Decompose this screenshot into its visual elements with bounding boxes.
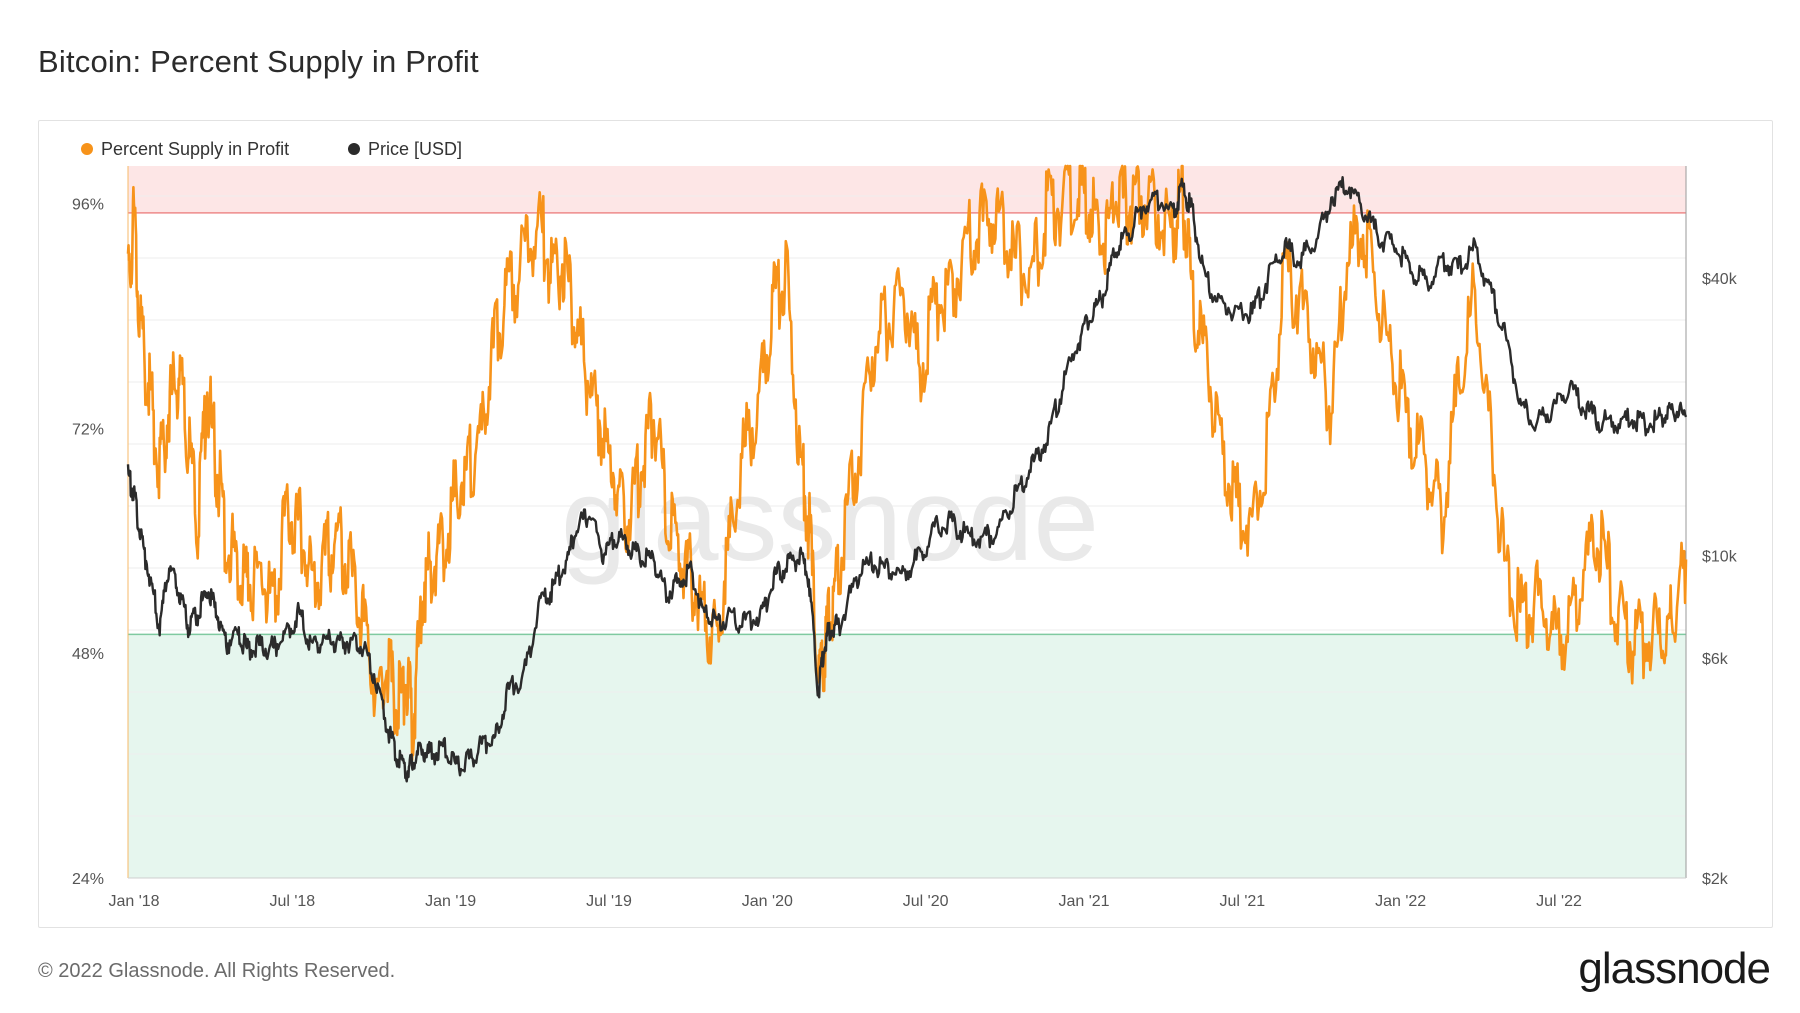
- legend-price-label[interactable]: Price [USD]: [368, 139, 462, 159]
- price-series-line: [126, 176, 1688, 783]
- x-tick-label: Jul '20: [903, 893, 949, 910]
- y-left-tick-label: 24%: [72, 871, 104, 888]
- series-lines: [126, 164, 1688, 783]
- legend: Percent Supply in Profit Price [USD]: [81, 139, 462, 159]
- y-left-tick-label: 96%: [72, 196, 104, 213]
- y-right-tick-label: $6k: [1702, 651, 1729, 668]
- lower-band: [128, 634, 1686, 878]
- x-tick-label: Jul '21: [1219, 893, 1265, 910]
- x-tick-label: Jan '19: [425, 893, 476, 910]
- legend-profit-label[interactable]: Percent Supply in Profit: [101, 139, 289, 159]
- x-tick-label: Jan '20: [742, 893, 793, 910]
- y-right-tick-label: $40k: [1702, 271, 1738, 288]
- x-tick-label: Jan '18: [108, 893, 159, 910]
- threshold-bands: [128, 166, 1686, 878]
- watermark: glassnode: [561, 454, 1099, 586]
- profit-series-line: [126, 164, 1688, 762]
- legend-profit-marker: [81, 143, 93, 155]
- upper-band: [128, 166, 1686, 213]
- y-right-tick-label: $2k: [1702, 871, 1729, 888]
- y-left-tick-label: 48%: [72, 646, 104, 663]
- x-tick-label: Jan '22: [1375, 893, 1426, 910]
- y-right-tick-label: $10k: [1702, 549, 1738, 566]
- x-tick-label: Jul '22: [1536, 893, 1582, 910]
- x-tick-label: Jan '21: [1058, 893, 1109, 910]
- grid-lines: [128, 195, 1686, 817]
- x-tick-label: Jul '19: [586, 893, 632, 910]
- legend-price-marker: [348, 143, 360, 155]
- x-tick-label: Jul '18: [269, 893, 315, 910]
- axes: Jan '18 Jul '18 Jan '19 Jul '19 Jan '20 Jul '…: [72, 166, 1738, 910]
- copyright-footer: © 2022 Glassnode. All Rights Reserved.: [38, 960, 396, 982]
- chart-title: Bitcoin: Percent Supply in Profit: [38, 44, 479, 79]
- glassnode-logo: glassnode: [1578, 944, 1771, 993]
- y-left-tick-label: 72%: [72, 421, 104, 438]
